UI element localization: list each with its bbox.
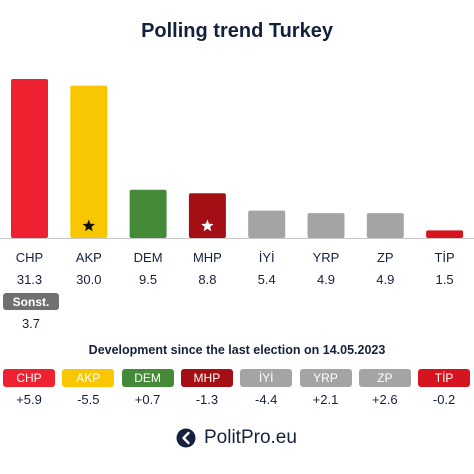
star-icon [82, 219, 95, 232]
other-parties-badge: Sonst. [3, 293, 59, 310]
brand-name: PolitPro.eu [204, 427, 297, 448]
development-value: +2.6 [371, 392, 398, 407]
development-value: -0.2 [432, 392, 456, 407]
other-parties-value: 3.7 [21, 316, 41, 331]
category-label: İYİ [259, 250, 275, 265]
value-label: 31.3 [17, 272, 42, 287]
bar-5 [248, 210, 286, 238]
category-label: TİP [434, 250, 454, 265]
development-badge: YRP [299, 369, 352, 387]
value-label: 30.0 [76, 272, 101, 287]
development-value: -1.3 [195, 392, 219, 407]
development-value: +2.1 [312, 392, 339, 407]
politpro-logo-icon [176, 428, 196, 448]
chart-title: Polling trend Turkey [141, 20, 333, 42]
category-label: YRP [313, 250, 340, 265]
development-badge: CHP [3, 369, 55, 387]
bar-8 [426, 230, 464, 238]
development-badge: İYİ [240, 369, 293, 387]
category-label: ZP [377, 250, 394, 265]
bar-6 [307, 213, 345, 238]
development-title: Development since the last election on 1… [88, 343, 386, 357]
development-badge: TİP [418, 369, 471, 387]
bar-3 [129, 189, 167, 238]
category-label: CHP [16, 250, 43, 265]
bar-7 [366, 213, 404, 238]
development-value: -5.5 [77, 392, 100, 407]
development-badge: ZP [358, 369, 411, 387]
value-label: 4.9 [317, 272, 335, 287]
value-label: 4.9 [376, 272, 394, 287]
category-label: AKP [76, 250, 102, 265]
category-label: DEM [134, 250, 163, 265]
value-label: 1.5 [436, 272, 454, 287]
bar-chart: CHP 31.3 AKP 30.0 DEM 9.5 MHP 8.8 İYİ 5.4 YRP 4.9 ZP… [0, 79, 474, 287]
value-label: 8.8 [198, 272, 216, 287]
category-label: MHP [193, 250, 222, 265]
development-value: -4.4 [254, 392, 278, 407]
bar-4 [188, 193, 226, 238]
value-label: 5.4 [258, 272, 276, 287]
star-icon [201, 219, 214, 232]
development-badge: AKP [62, 369, 115, 387]
bar-1 [11, 79, 48, 238]
brand: PolitPro.eu [176, 427, 297, 449]
development-badge: DEM [121, 369, 174, 387]
development-value: +0.7 [134, 392, 161, 407]
bar-2 [70, 85, 108, 238]
development-value: +5.9 [16, 392, 42, 407]
value-label: 9.5 [139, 272, 157, 287]
development-badge: MHP [180, 369, 233, 387]
